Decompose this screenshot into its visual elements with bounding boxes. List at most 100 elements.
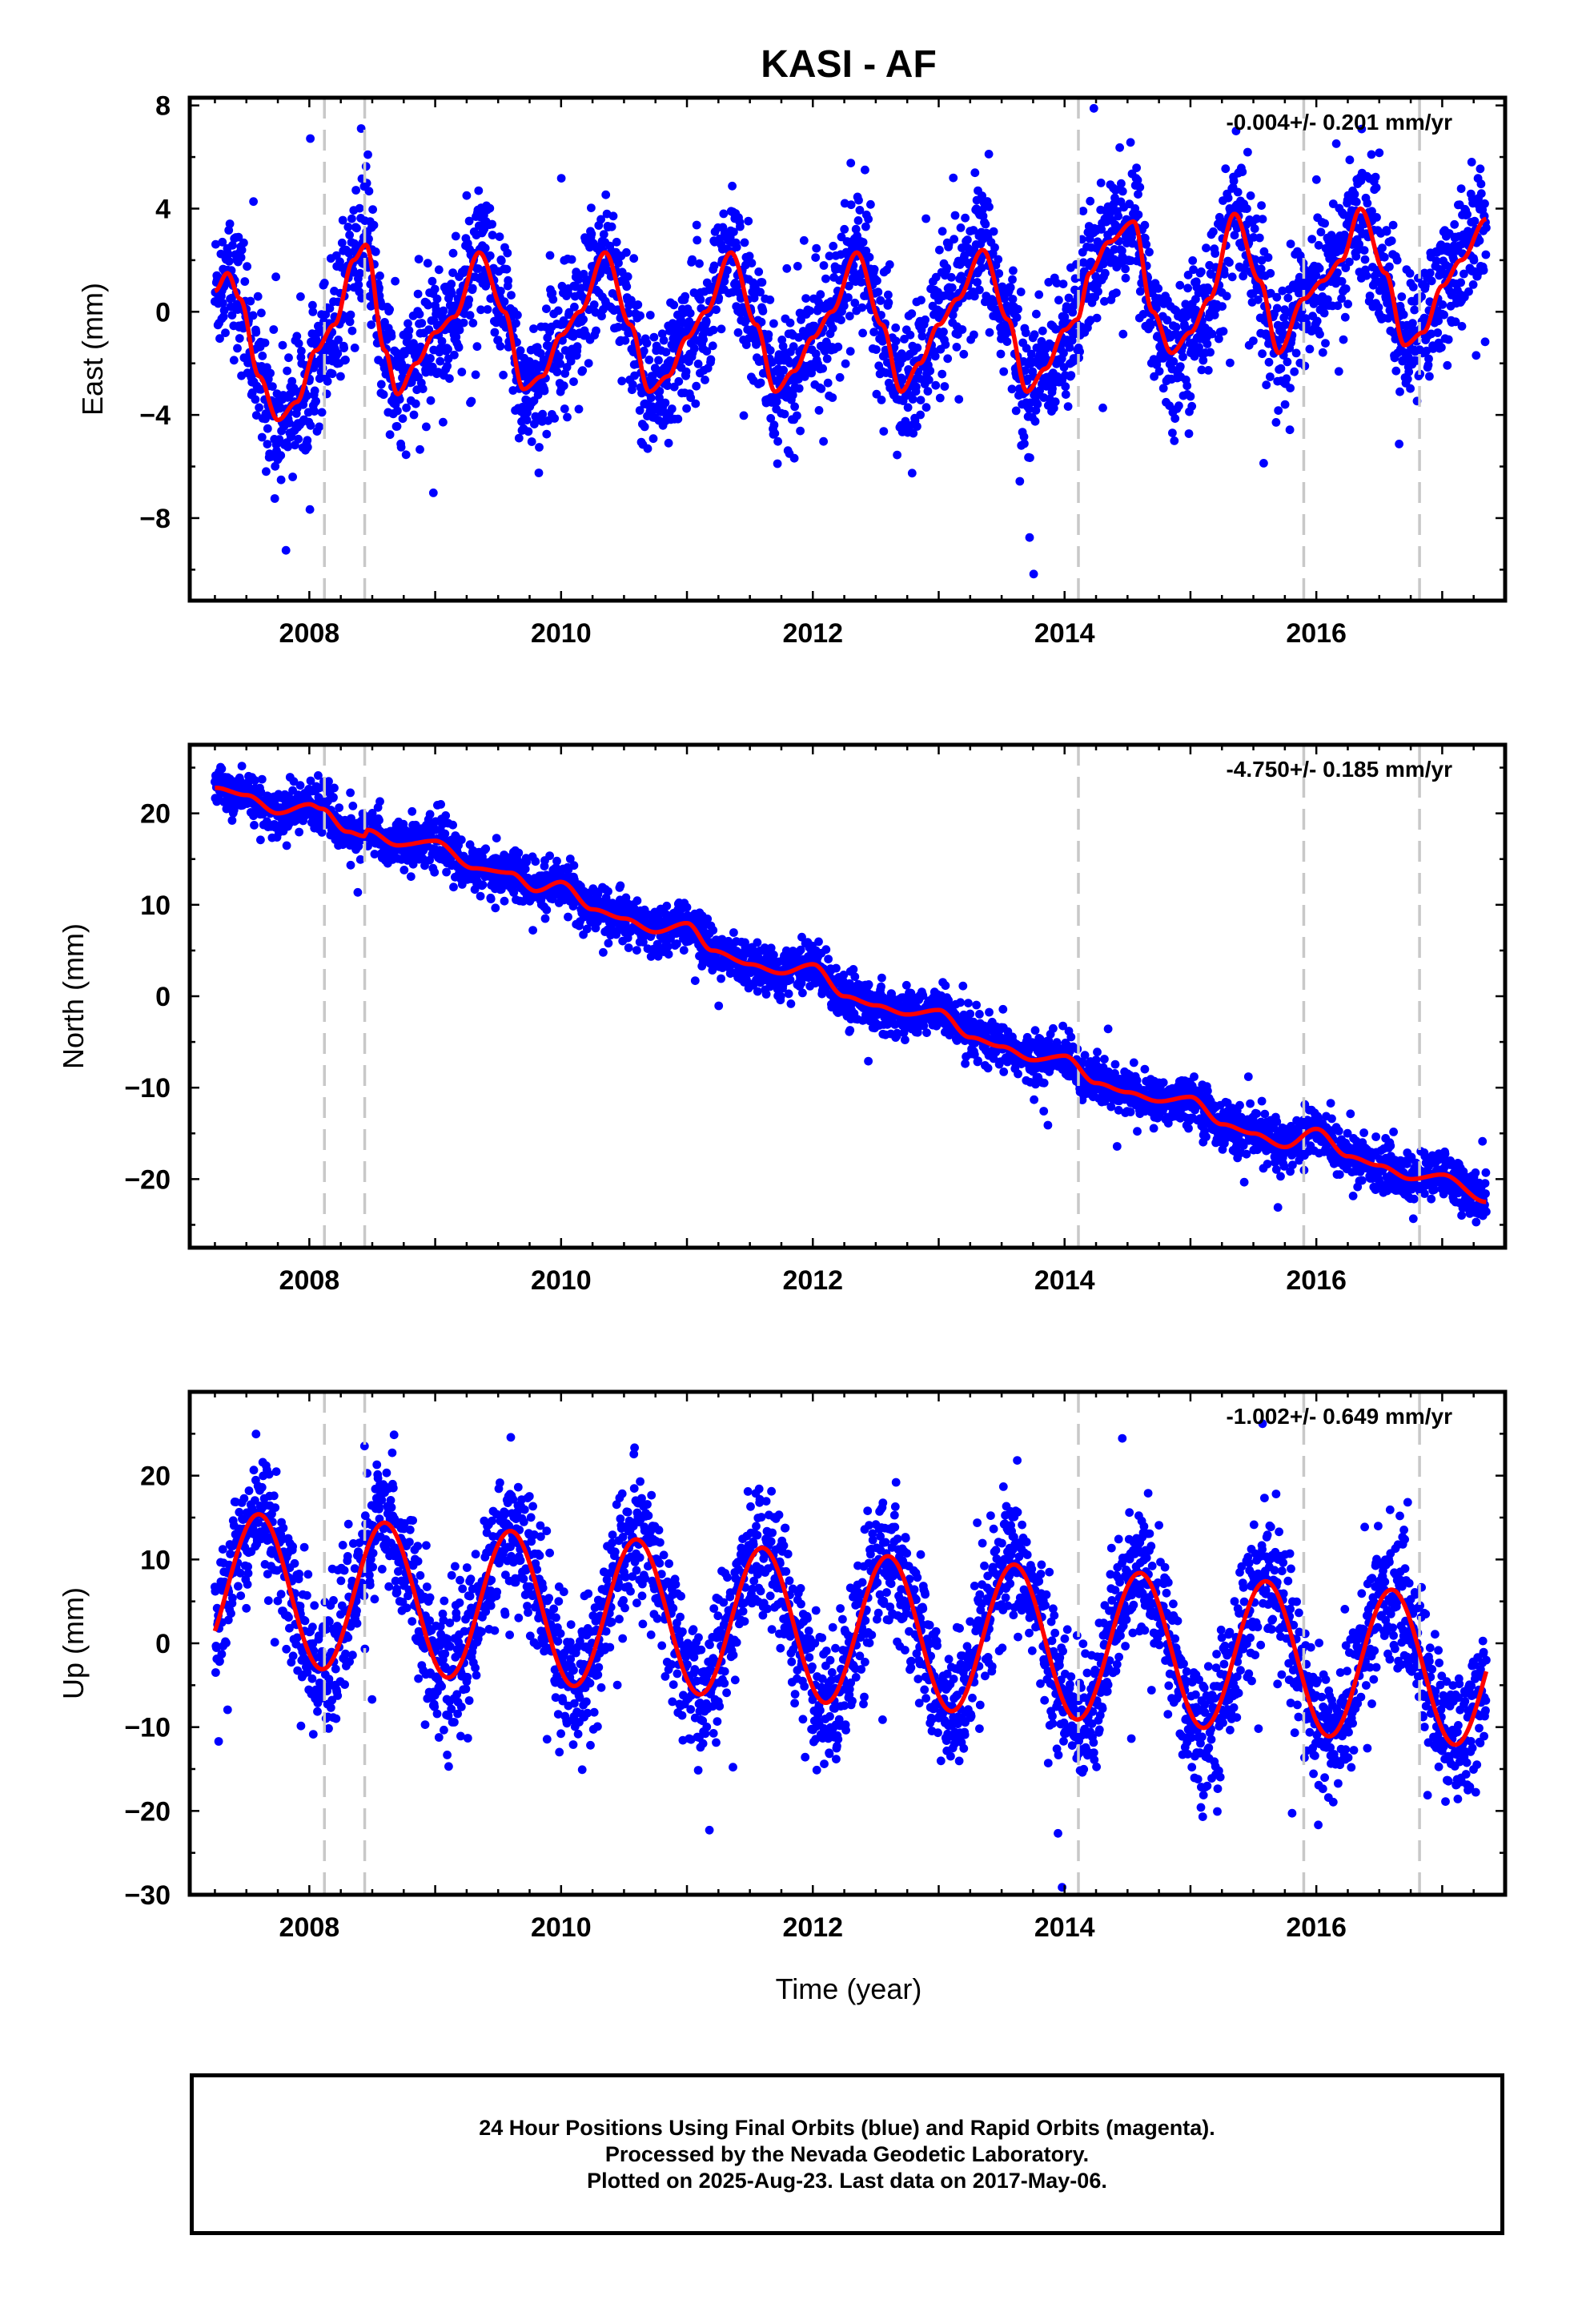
- east-point: [1142, 239, 1151, 249]
- east-point: [654, 356, 663, 365]
- east-point: [1133, 175, 1142, 185]
- east-point: [649, 332, 659, 342]
- x-tick-label: 2012: [782, 618, 843, 649]
- y-tick-label: 0: [155, 297, 171, 328]
- east-point: [303, 436, 312, 445]
- east-point: [1132, 163, 1141, 173]
- east-point: [323, 376, 332, 386]
- east-point: [251, 395, 260, 404]
- east-point: [1221, 164, 1231, 174]
- east-point: [769, 420, 779, 430]
- east-point: [688, 255, 697, 264]
- east-point: [436, 356, 445, 366]
- east-point: [236, 253, 246, 262]
- east-point: [1437, 343, 1446, 352]
- east-point: [311, 396, 320, 406]
- north-point: [753, 987, 762, 996]
- east-point: [584, 359, 593, 368]
- east-point: [574, 275, 583, 284]
- east-point: [699, 335, 708, 344]
- east-point: [1408, 283, 1418, 292]
- east-point: [793, 411, 801, 420]
- east-point: [941, 340, 950, 349]
- east-point: [1025, 533, 1034, 542]
- east-point: [507, 291, 516, 300]
- north-point: [295, 781, 305, 790]
- east-point: [823, 378, 833, 388]
- east-point: [696, 295, 705, 304]
- east-point: [278, 340, 287, 350]
- east-point: [1410, 305, 1419, 315]
- east-point: [1233, 187, 1243, 197]
- east-point: [1218, 302, 1227, 311]
- north-point: [442, 867, 451, 877]
- east-point: [999, 367, 1009, 376]
- north-point: [406, 872, 416, 881]
- east-point: [793, 262, 802, 271]
- east-point: [909, 428, 918, 438]
- east-point: [275, 435, 284, 444]
- east-point: [1271, 418, 1281, 427]
- east-point: [1480, 337, 1490, 347]
- east-point: [348, 267, 358, 277]
- east-point: [1014, 304, 1022, 314]
- east-point: [664, 438, 673, 448]
- east-point: [1183, 271, 1193, 279]
- north-point: [486, 895, 496, 903]
- east-point: [363, 150, 372, 159]
- east-point: [572, 342, 582, 352]
- north-point: [509, 888, 519, 897]
- east-point: [367, 320, 376, 329]
- east-point: [1258, 215, 1267, 223]
- east-point: [633, 300, 643, 309]
- east-point: [1258, 349, 1267, 359]
- east-point: [578, 366, 588, 375]
- east-point: [645, 311, 655, 320]
- north-point: [599, 947, 608, 957]
- east-point: [959, 349, 969, 359]
- x-tick-label: 2008: [279, 618, 340, 649]
- east-point: [424, 300, 433, 310]
- east-point: [401, 450, 411, 460]
- east-point: [961, 213, 970, 223]
- east-point: [1385, 262, 1394, 271]
- east-point: [1016, 287, 1026, 296]
- north-point: [295, 827, 303, 837]
- east-point: [444, 344, 452, 354]
- east-point: [1048, 384, 1057, 393]
- east-point: [218, 237, 227, 247]
- north-point: [703, 915, 713, 923]
- east-point: [617, 376, 627, 386]
- east-point: [457, 368, 467, 376]
- east-point: [1135, 287, 1145, 296]
- east-point: [1427, 276, 1436, 286]
- east-point: [414, 255, 424, 263]
- east-point: [336, 372, 345, 381]
- east-point: [782, 263, 792, 273]
- east-point: [1311, 175, 1321, 184]
- east-point: [1388, 220, 1398, 230]
- east-point: [268, 382, 277, 391]
- east-point: [1305, 344, 1315, 354]
- east-point: [855, 206, 865, 215]
- east-point: [1092, 313, 1102, 323]
- east-point: [1365, 292, 1375, 300]
- east-point: [219, 306, 229, 315]
- east-point: [891, 323, 901, 332]
- east-point: [292, 332, 302, 341]
- east-point: [428, 276, 437, 286]
- east-point: [1476, 164, 1485, 174]
- east-point: [1026, 349, 1036, 359]
- east-point: [1262, 380, 1271, 390]
- east-point: [757, 317, 766, 327]
- east-point: [642, 339, 652, 348]
- east-point: [281, 545, 291, 555]
- east-point: [379, 390, 388, 400]
- east-point: [846, 159, 856, 168]
- north-point: [449, 883, 458, 892]
- east-point: [1345, 155, 1355, 165]
- east-point: [260, 338, 270, 348]
- north-point: [306, 776, 315, 786]
- east-point: [240, 277, 250, 286]
- east-point: [464, 216, 474, 226]
